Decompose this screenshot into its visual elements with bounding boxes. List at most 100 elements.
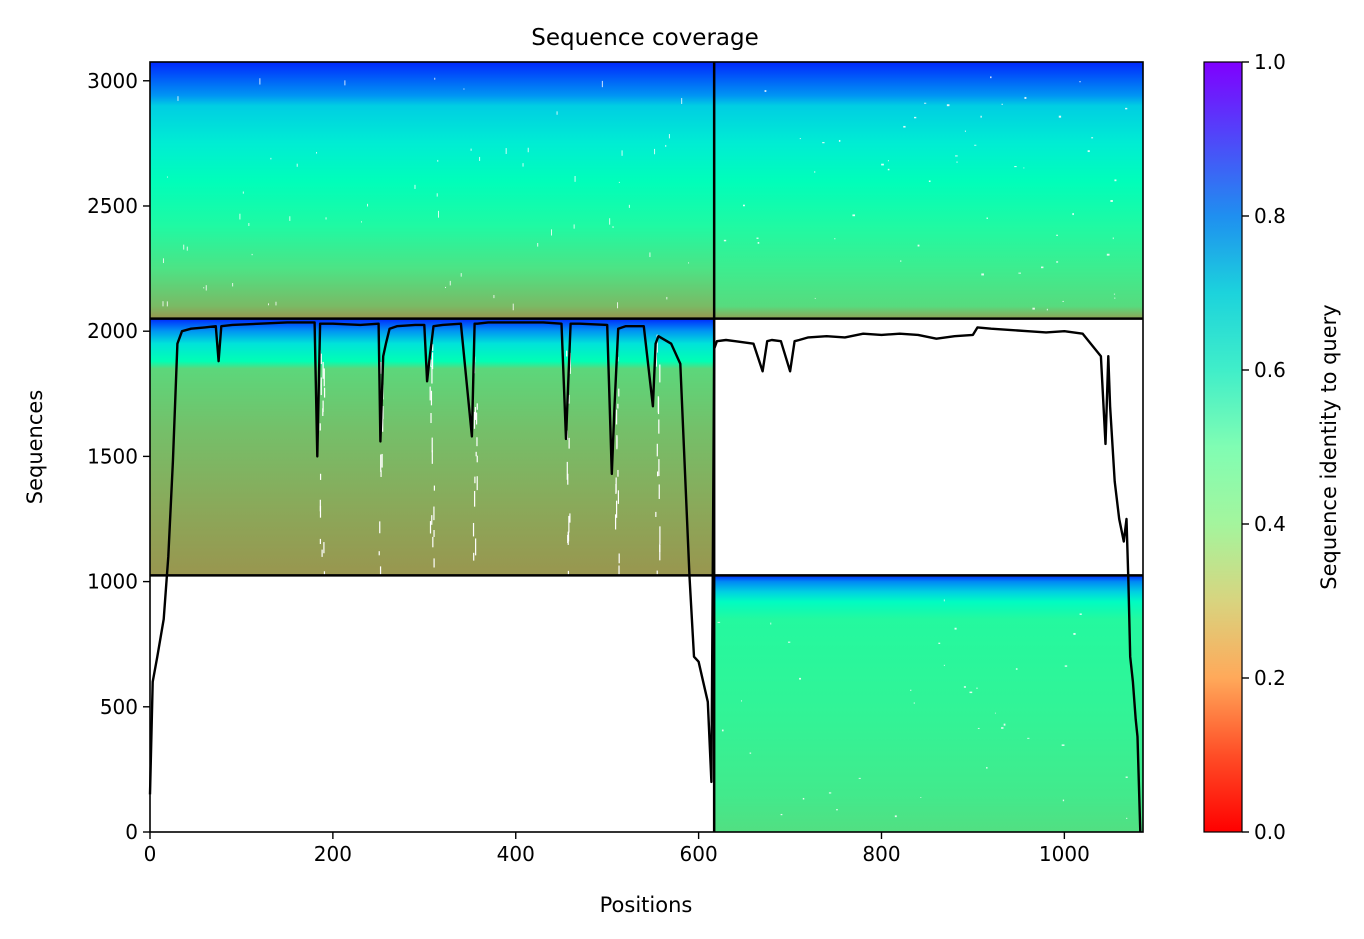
gap-mark	[527, 147, 529, 153]
heatmap-block-top-left	[150, 62, 715, 319]
gap-mark	[1073, 632, 1076, 635]
gap-mark	[1072, 213, 1074, 216]
gap-mark	[568, 437, 570, 449]
gap-mark	[852, 214, 856, 217]
colorbar-tick-label: 1.0	[1254, 50, 1286, 74]
gap-mark	[429, 521, 432, 534]
x-tick-label: 600	[680, 842, 718, 866]
gap-mark	[618, 565, 620, 581]
gap-mark	[1032, 307, 1035, 310]
gap-mark	[658, 459, 660, 477]
gap-mark	[474, 407, 476, 420]
gap-mark	[964, 130, 966, 132]
gap-mark	[628, 204, 630, 208]
gap-mark	[1027, 737, 1030, 739]
gap-mark	[379, 521, 381, 534]
gap-mark	[473, 552, 475, 561]
gap-mark	[322, 400, 324, 413]
gap-mark	[449, 280, 451, 286]
colorbar-label: Sequence identity to query	[1317, 304, 1341, 589]
gap-mark	[665, 144, 667, 147]
gap-mark	[566, 461, 568, 480]
gap-mark	[380, 454, 382, 472]
gap-mark	[382, 418, 384, 432]
gap-mark	[319, 499, 321, 512]
gap-mark	[296, 163, 298, 167]
gap-mark	[1001, 727, 1004, 729]
gap-mark	[1062, 799, 1065, 802]
gap-mark	[1001, 103, 1003, 105]
gap-mark	[881, 163, 884, 166]
gap-mark	[162, 258, 164, 264]
gap-mark	[969, 691, 973, 694]
gap-mark	[162, 301, 164, 307]
gap-mark	[894, 815, 897, 818]
gap-mark	[615, 500, 618, 518]
gap-mark	[475, 538, 477, 556]
gap-mark	[436, 193, 438, 197]
gap-mark	[323, 368, 325, 387]
gap-mark	[433, 485, 435, 491]
gap-mark	[609, 218, 611, 225]
x-axis-label: Positions	[600, 893, 693, 917]
gap-mark	[474, 490, 476, 507]
gap-mark	[656, 334, 658, 353]
gap-mark	[569, 513, 571, 523]
plot-frame	[149, 61, 1144, 833]
gap-mark	[612, 226, 614, 228]
chart-title: Sequence coverage	[531, 25, 759, 51]
x-tick-label: 200	[314, 842, 352, 866]
gap-mark	[654, 148, 656, 155]
gap-mark	[378, 551, 380, 556]
gap-mark	[649, 252, 651, 258]
gap-mark	[537, 242, 539, 247]
gap-mark	[1112, 237, 1114, 240]
y-tick-label: 2500	[87, 194, 138, 218]
gap-mark	[429, 386, 431, 401]
gap-mark	[556, 111, 558, 115]
gap-mark	[319, 538, 321, 545]
gap-mark	[476, 437, 478, 447]
gap-mark	[655, 511, 657, 517]
heatmap-block-bottom-right	[714, 575, 1143, 832]
gap-mark	[232, 283, 234, 287]
gap-mark	[319, 505, 322, 518]
gap-mark	[470, 148, 472, 151]
gap-mark	[986, 217, 988, 219]
gap-mark	[380, 470, 382, 477]
gap-mark	[1113, 293, 1116, 295]
colorbar-tick-label: 0.2	[1254, 666, 1286, 690]
gap-mark	[764, 90, 767, 92]
gap-mark	[1125, 107, 1128, 110]
gap-mark	[432, 344, 434, 351]
colorbar-tick-label: 0.4	[1254, 512, 1286, 536]
gap-mark	[900, 260, 902, 262]
gap-mark	[275, 301, 277, 306]
gap-mark	[474, 476, 476, 484]
gap-mark	[666, 296, 668, 300]
gap-mark	[656, 570, 658, 575]
gap-mark	[1091, 137, 1094, 139]
gap-mark	[493, 294, 495, 299]
gap-mark	[621, 150, 623, 156]
gap-mark	[913, 702, 915, 704]
gap-mark	[320, 377, 322, 396]
gap-mark	[319, 473, 322, 480]
gap-mark	[617, 490, 619, 504]
colorbar-ticks: 0.0 0.2 0.4 0.6 0.8 1.0	[1242, 50, 1286, 844]
gap-mark	[1058, 115, 1062, 118]
gap-mark	[475, 412, 478, 425]
gap-mark	[1125, 776, 1128, 778]
y-tick-label: 1000	[87, 570, 138, 594]
gap-mark	[920, 797, 922, 798]
gap-mark	[239, 213, 241, 220]
gap-mark	[380, 361, 382, 374]
gap-mark	[1114, 297, 1116, 299]
gap-mark	[655, 351, 657, 367]
gap-mark	[943, 664, 945, 666]
gap-mark	[618, 388, 620, 397]
gap-mark	[822, 142, 825, 144]
gap-mark	[924, 102, 927, 104]
gap-mark	[976, 687, 978, 689]
